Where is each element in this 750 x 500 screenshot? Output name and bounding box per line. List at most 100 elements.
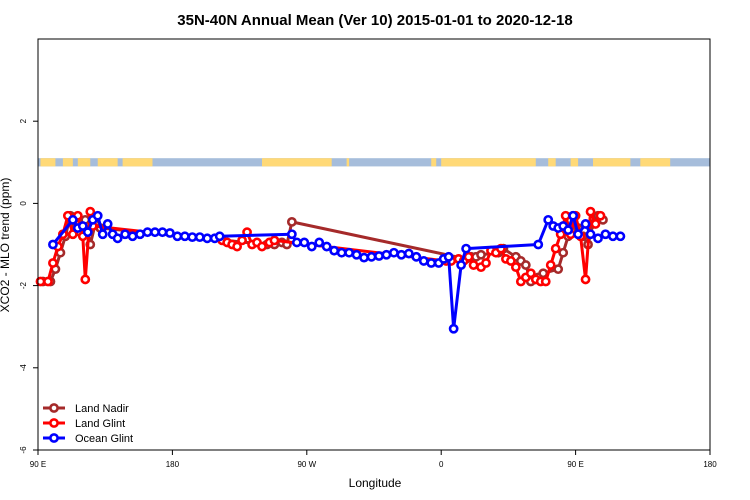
data-point (593, 233, 603, 244)
data-point (608, 231, 618, 242)
data-point (202, 233, 213, 244)
data-point (150, 227, 160, 238)
legend-label: Land Glint (75, 418, 125, 430)
data-point (135, 229, 145, 240)
plot-frame (37, 38, 711, 451)
land-ocean-band (38, 158, 710, 167)
land-segment (77, 158, 91, 167)
data-point (505, 256, 516, 266)
data-point (92, 210, 103, 221)
data-point (286, 216, 297, 227)
data-point (585, 229, 596, 240)
data-point (468, 260, 479, 270)
data-point (580, 219, 591, 229)
x-tick-label: 90 W (297, 460, 316, 469)
land-segment (62, 158, 73, 167)
data-point (329, 245, 340, 256)
land-segment (593, 158, 631, 167)
series-land-glint (35, 206, 606, 287)
land-segment (570, 158, 579, 167)
data-point (82, 227, 93, 238)
land-segment (548, 158, 556, 167)
legend-marker (49, 418, 59, 428)
y-tick-label: 0 (19, 201, 28, 206)
data-point (102, 219, 113, 229)
y-axis: 2 0 -2 -4 -6 (19, 118, 38, 454)
data-point (351, 249, 362, 260)
data-point (359, 252, 369, 263)
x-tick-label: 180 (703, 460, 717, 469)
data-point (77, 221, 88, 231)
data-point (172, 231, 183, 242)
data-point (257, 241, 267, 252)
data-point (585, 206, 596, 217)
data-point (396, 249, 407, 260)
data-point (560, 210, 571, 221)
legend-label: Ocean Glint (75, 433, 133, 445)
data-point (558, 247, 569, 258)
data-point (314, 237, 325, 248)
data-point (67, 229, 78, 240)
data-point (448, 323, 459, 334)
data-point (299, 237, 310, 248)
y-tick-label: -6 (19, 446, 28, 454)
land-segment (262, 158, 332, 167)
data-point (568, 210, 579, 221)
data-point (543, 214, 554, 225)
data-point (142, 227, 153, 238)
data-point (426, 258, 437, 268)
data-point (67, 214, 78, 225)
land-segment (431, 158, 437, 167)
legend-item: Land Glint (43, 418, 125, 430)
data-point (389, 247, 399, 258)
data-point (97, 229, 108, 240)
data-point (600, 229, 611, 240)
land-segment (441, 158, 536, 167)
legend-item: Land Nadir (43, 403, 129, 415)
data-point (461, 243, 471, 254)
data-point (336, 247, 347, 258)
data-point (366, 251, 377, 262)
data-point (481, 258, 491, 268)
data-point (403, 248, 414, 259)
data-point (344, 247, 355, 258)
x-tick-label: 90 E (567, 460, 583, 469)
data-point (381, 249, 392, 260)
data-point (237, 235, 247, 246)
data-point (120, 229, 131, 240)
land-segment (640, 158, 671, 167)
x-axis-label: Longitude (349, 476, 402, 490)
y-tick-label: 2 (19, 118, 28, 123)
data-point (615, 231, 626, 242)
data-point (520, 260, 531, 270)
data-point (112, 233, 123, 244)
data-point (456, 260, 467, 270)
data-point (214, 231, 225, 242)
land-segment (97, 158, 118, 167)
chart-title: 35N-40N Annual Mean (Ver 10) 2015-01-01 … (177, 12, 572, 29)
legend-label: Land Nadir (75, 403, 129, 415)
data-point (291, 237, 302, 248)
data-point (232, 241, 243, 252)
x-tick-label: 0 (439, 460, 444, 469)
data-point (525, 268, 536, 279)
y-axis-label: XCO2 - MLO trend (ppm) (0, 178, 12, 313)
data-point (80, 274, 91, 285)
data-point (533, 239, 544, 250)
data-point (563, 225, 574, 236)
x-tick-label: 90 E (30, 460, 46, 469)
y-tick-label: -2 (19, 281, 28, 289)
data-point (476, 249, 486, 260)
series-layer (35, 206, 626, 334)
legend-marker (49, 433, 59, 443)
data-point (269, 235, 280, 246)
legend-item: Ocean Glint (43, 433, 133, 445)
legend: Land Nadir Land Glint Ocean Glint (43, 403, 133, 445)
data-point (43, 276, 53, 287)
data-point (573, 229, 583, 240)
land-segment (346, 158, 350, 167)
land-segment (40, 158, 56, 167)
data-point (510, 262, 521, 273)
data-point (580, 274, 591, 285)
x-tick-label: 180 (166, 460, 180, 469)
